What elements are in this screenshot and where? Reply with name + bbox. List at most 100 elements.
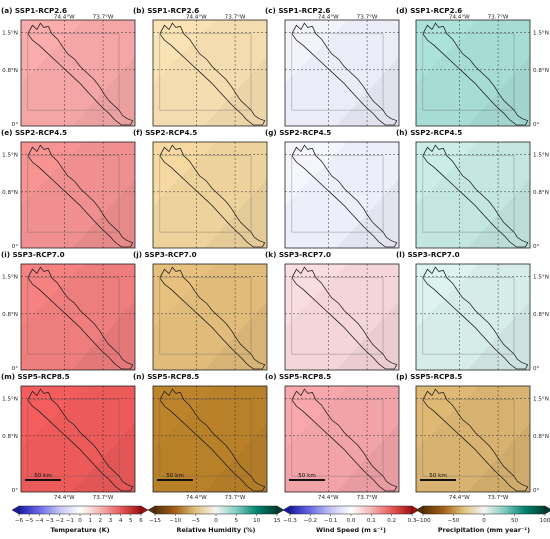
panel-label: (o) SSP5-RCP8.5	[265, 372, 331, 381]
field-shade	[416, 142, 479, 206]
lat-tick-label: 1.5°N	[2, 397, 18, 403]
panel-label: (c) SSP1-RCP2.6	[265, 6, 330, 15]
map-panel: (c) SSP1-RCP2.674.4°W 73.7°W	[265, 6, 399, 126]
scale-bar	[25, 479, 61, 481]
colorbar-extend-max	[140, 505, 149, 515]
colorbar-tick-label: 15	[273, 518, 281, 524]
field-shade	[153, 142, 216, 206]
panels-grid: (a) SSP1-RCP2.674.4°W 73.7°W1.5°N0.8°N0°(…	[1, 6, 549, 501]
lat-tick-label: 0.8°N	[2, 312, 18, 318]
colorbar-title: Precipitation (mm year⁻¹)	[438, 526, 530, 534]
colorbar-tick-label: 2	[99, 518, 103, 524]
field-shade	[467, 57, 530, 126]
colorbar-ramp	[154, 505, 278, 515]
map-panel: (o) SSP5-RCP8.5 74.4°W 73.7°W 50 km	[265, 372, 399, 501]
colorbar-ramp	[18, 505, 142, 515]
field-shade	[153, 20, 216, 84]
lat-tick-label: 0°	[533, 488, 540, 494]
map-panel: (a) SSP1-RCP2.674.4°W 73.7°W 1.5°N 0.8°N 0°	[1, 6, 135, 128]
colorbar-tick-label: −15	[149, 518, 161, 524]
panel-frame	[152, 141, 268, 249]
field-shade	[153, 264, 216, 328]
lat-tick-label: 0°	[12, 366, 19, 372]
scale-bar-label: 50 km	[298, 473, 316, 479]
map-panel: (h) SSP2-RCP4.5 1.5°N 0.8°N 0°	[396, 128, 549, 250]
panel-frame	[20, 141, 136, 249]
lon-tick-label: 74.4°W	[318, 15, 339, 21]
lon-tick-label: 74.4°W	[54, 495, 75, 501]
panel-frame	[152, 19, 268, 127]
colorbar-tick-label: 100	[540, 518, 550, 524]
inner-boundary	[27, 399, 120, 477]
colorbar: −15 −10 −5 0 5 10 15 Relative Humidity (%)	[147, 505, 285, 534]
field-shade	[285, 20, 348, 84]
lat-tick-label: 0°	[533, 366, 540, 372]
inner-boundary	[159, 277, 252, 355]
colorbar-tick-label: 0.0	[347, 518, 356, 524]
colorbar: −100 −50 0 50 100 Precipitation (mm year⁻¹)	[415, 505, 550, 534]
panel-frame	[415, 385, 531, 493]
lon-tick-label: 73.7°W	[488, 495, 509, 501]
lat-tick-label: 0.8°N	[2, 190, 18, 196]
lat-tick-label: 0°	[12, 488, 19, 494]
lat-tick-label: 0.8°N	[533, 68, 549, 74]
lat-tick-label: 1.5°N	[2, 275, 18, 281]
lat-tick-label: 0.8°N	[533, 312, 549, 318]
panel-frame	[284, 263, 400, 371]
colorbar-tick-label: −0.1	[324, 518, 338, 524]
colorbar-tick-label: −5	[192, 518, 201, 524]
colorbar-tick-label: 10	[253, 518, 261, 524]
inner-boundary	[159, 155, 252, 233]
colorbar-extend-min	[11, 505, 20, 515]
map-panel: (b) SSP1-RCP2.674.4°W 73.7°W	[133, 6, 267, 126]
field-shade	[204, 301, 267, 370]
panel-frame	[284, 141, 400, 249]
inner-boundary	[422, 33, 515, 111]
colorbar-tick-label: 1	[88, 518, 92, 524]
field-shade	[21, 142, 84, 206]
field-shade	[21, 20, 84, 84]
field-shade	[416, 264, 479, 328]
colorbar-tick-label: −0.3	[283, 518, 297, 524]
scale-bar-label: 50 km	[166, 473, 184, 479]
lat-tick-label: 0.8°N	[533, 434, 549, 440]
field-shade	[72, 301, 135, 370]
lon-tick-label: 73.7°W	[225, 495, 246, 501]
panel-frame	[152, 385, 268, 493]
lat-tick-label: 0.8°N	[533, 190, 549, 196]
colorbar-tick-label: −6	[15, 518, 24, 524]
field-shade	[153, 386, 216, 450]
colorbar-tick-label: 3	[109, 518, 113, 524]
inner-boundary	[422, 277, 515, 355]
inner-boundary	[422, 155, 515, 233]
lat-tick-label: 0.8°N	[2, 68, 18, 74]
panel-label: (j) SSP3-RCP7.0	[133, 250, 197, 259]
panel-frame	[152, 263, 268, 371]
panel-label: (f) SSP2-RCP4.5	[133, 128, 197, 137]
lat-tick-label: 0.8°N	[2, 434, 18, 440]
map-panel: (p) SSP5-RCP8.5 74.4°W 73.7°W 1.5°N 0.8°N 0° 5…	[396, 372, 549, 501]
panel-label: (g) SSP2-RCP4.5	[265, 128, 331, 137]
map-panel: (j) SSP3-RCP7.0	[133, 250, 267, 370]
field-shade	[467, 179, 530, 248]
lon-tick-label: 73.7°W	[225, 15, 246, 21]
colorbar-tick-label: 0.3	[408, 518, 417, 524]
lon-tick-label: 73.7°W	[357, 15, 378, 21]
colorbar-tick-label: 50	[511, 518, 519, 524]
field-shade	[336, 301, 399, 370]
inner-boundary	[27, 155, 120, 233]
panel-frame	[284, 19, 400, 127]
colorbar-tick-label: −5	[25, 518, 34, 524]
panel-frame	[284, 385, 400, 493]
scale-bar	[420, 479, 456, 481]
field-shade	[204, 57, 267, 126]
colorbar-title: Temperature (K)	[51, 526, 110, 534]
colorbar-tick-label: 4	[119, 518, 123, 524]
map-panel: (d) SSP1-RCP2.674.4°W 73.7°W 1.5°N 0.8°N 0°	[396, 6, 549, 128]
field-shade	[204, 423, 267, 492]
colorbar-tick-label: 0	[214, 518, 218, 524]
lon-tick-label: 74.4°W	[54, 15, 75, 21]
field-shade	[416, 386, 479, 450]
lon-tick-label: 74.4°W	[186, 15, 207, 21]
field-shade	[285, 142, 348, 206]
